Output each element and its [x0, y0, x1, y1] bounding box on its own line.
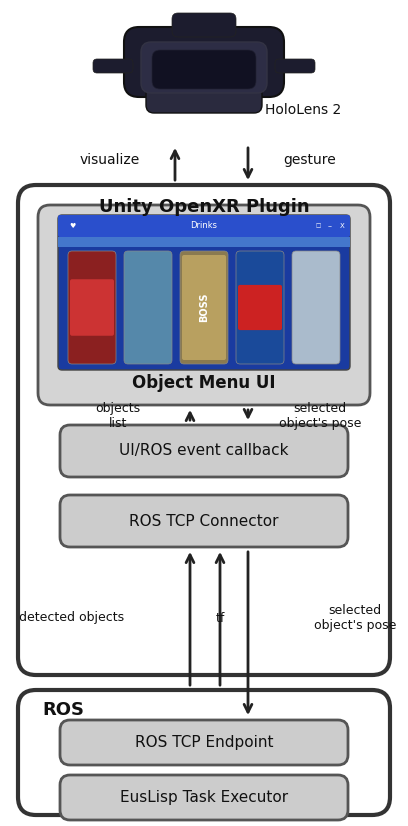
Text: Object Menu UI: Object Menu UI	[132, 374, 276, 392]
FancyBboxPatch shape	[38, 205, 370, 405]
Text: --: --	[328, 223, 333, 229]
Text: □: □	[315, 224, 321, 229]
FancyBboxPatch shape	[146, 82, 262, 113]
Text: BOSS: BOSS	[199, 292, 209, 322]
Text: ROS TCP Connector: ROS TCP Connector	[129, 514, 279, 529]
FancyBboxPatch shape	[70, 279, 114, 335]
FancyBboxPatch shape	[60, 425, 348, 477]
Text: objects
list: objects list	[95, 402, 141, 430]
Text: Drinks: Drinks	[191, 221, 217, 230]
FancyBboxPatch shape	[60, 495, 348, 547]
FancyBboxPatch shape	[238, 285, 282, 330]
Text: gesture: gesture	[284, 153, 336, 167]
FancyBboxPatch shape	[18, 185, 390, 675]
FancyBboxPatch shape	[180, 251, 228, 364]
FancyBboxPatch shape	[60, 720, 348, 765]
FancyBboxPatch shape	[58, 215, 350, 237]
FancyBboxPatch shape	[236, 251, 284, 364]
FancyBboxPatch shape	[152, 50, 256, 89]
FancyBboxPatch shape	[93, 59, 133, 73]
Text: selected
object's pose: selected object's pose	[279, 402, 361, 430]
Text: HoloLens 2: HoloLens 2	[265, 103, 341, 117]
Text: Unity OpenXR Plugin: Unity OpenXR Plugin	[99, 198, 309, 216]
Text: ♥: ♥	[70, 223, 76, 229]
FancyBboxPatch shape	[182, 255, 226, 360]
FancyBboxPatch shape	[141, 42, 267, 93]
Text: tf: tf	[215, 611, 225, 624]
FancyBboxPatch shape	[58, 215, 350, 370]
Text: detected objects: detected objects	[20, 611, 124, 624]
Text: ROS: ROS	[42, 701, 84, 719]
FancyBboxPatch shape	[275, 59, 315, 73]
FancyBboxPatch shape	[18, 690, 390, 815]
FancyBboxPatch shape	[68, 251, 116, 364]
Text: X: X	[339, 223, 344, 229]
FancyBboxPatch shape	[292, 251, 340, 364]
Text: selected
object's pose: selected object's pose	[314, 604, 396, 632]
Text: ROS TCP Endpoint: ROS TCP Endpoint	[135, 735, 273, 750]
FancyBboxPatch shape	[58, 237, 350, 247]
FancyBboxPatch shape	[172, 13, 236, 37]
Text: visualize: visualize	[80, 153, 140, 167]
Text: EusLisp Task Executor: EusLisp Task Executor	[120, 790, 288, 805]
FancyBboxPatch shape	[124, 251, 172, 364]
Text: UI/ROS event callback: UI/ROS event callback	[119, 444, 289, 458]
FancyBboxPatch shape	[124, 27, 284, 97]
FancyBboxPatch shape	[60, 775, 348, 820]
